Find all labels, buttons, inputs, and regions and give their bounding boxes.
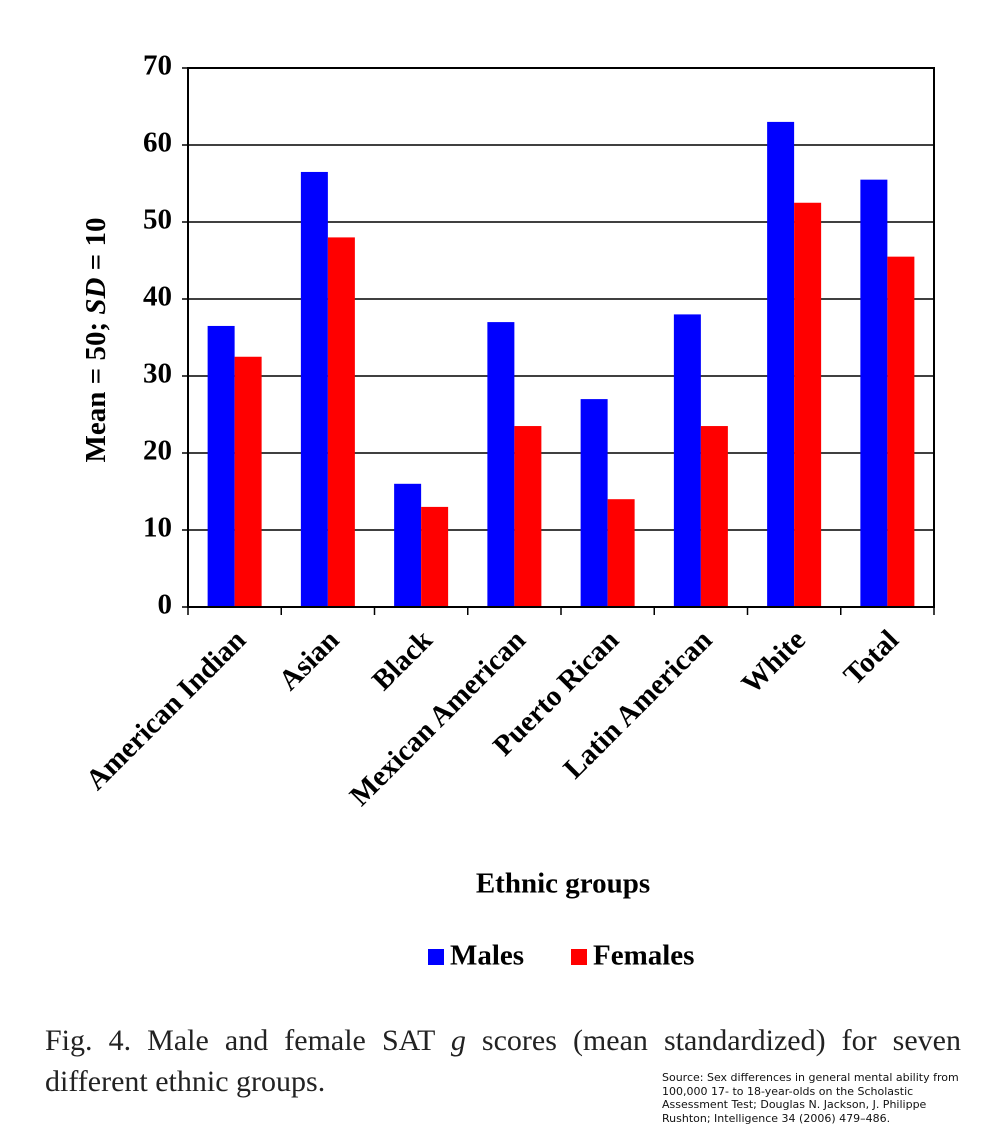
bar — [860, 179, 888, 607]
bar — [394, 483, 422, 607]
x-tick-label: Total — [838, 624, 905, 691]
y-tick-label: 10 — [143, 512, 172, 544]
y-tick-label: 40 — [143, 281, 172, 313]
x-tick-label: American Indian — [80, 624, 252, 796]
y-tick-label: 50 — [143, 204, 172, 236]
x-tick-label: Asian — [273, 624, 346, 697]
bar — [207, 325, 235, 607]
bar — [887, 256, 915, 607]
y-axis-title-part: SD — [80, 278, 112, 315]
bar — [300, 171, 328, 607]
y-tick-label: 70 — [143, 50, 172, 82]
bar — [514, 426, 542, 607]
legend-swatch — [571, 949, 587, 965]
chart: Mean = 50; SD = 10 Ethnic groups 0 10 20 30… — [80, 50, 935, 972]
y-tick-label: 20 — [143, 435, 172, 467]
caption: Fig. 4. Male and female SAT g scores (me… — [45, 1020, 961, 1102]
bar — [234, 356, 262, 607]
y-tick-label: 30 — [143, 358, 172, 390]
bar — [327, 237, 355, 607]
bar — [607, 499, 635, 607]
x-tick-label: White — [736, 624, 812, 700]
plot-frame — [187, 67, 935, 608]
x-axis-title: Ethnic groups — [476, 868, 650, 900]
legend-label: Females — [593, 940, 694, 972]
bar — [421, 506, 449, 607]
bar — [673, 314, 701, 607]
caption-part: scores (mean standardized) for seven dif… — [45, 1024, 961, 1098]
y-axis-title-part: Mean = 50; — [80, 315, 112, 463]
bar — [580, 399, 608, 607]
bar — [700, 426, 728, 607]
legend-swatch — [428, 949, 444, 965]
caption-part: g — [450, 1024, 466, 1057]
bar — [794, 202, 822, 607]
legend-label: Males — [450, 940, 524, 972]
bar — [767, 121, 795, 608]
y-tick-label: 60 — [143, 127, 172, 159]
y-axis-title: Mean = 50; SD = 10 — [80, 218, 112, 463]
y-axis-title-part: = 10 — [80, 218, 112, 278]
caption-part: Fig. 4. Male and female SAT — [45, 1024, 451, 1057]
source-note: Source: Sex differences in general menta… — [662, 1071, 959, 1125]
bar — [487, 322, 515, 607]
x-tick-label: Black — [366, 623, 439, 696]
y-tick-label: 0 — [158, 589, 173, 621]
x-tick-label: Mexican American — [344, 624, 532, 812]
